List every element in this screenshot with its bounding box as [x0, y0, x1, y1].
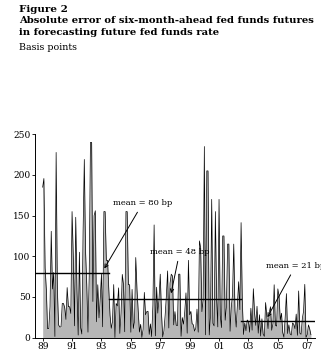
Text: in forecasting future fed funds rate: in forecasting future fed funds rate — [19, 28, 219, 37]
Text: mean = 21 bp: mean = 21 bp — [266, 262, 321, 316]
Text: mean = 80 bp: mean = 80 bp — [105, 199, 172, 268]
Text: Figure 2: Figure 2 — [19, 5, 68, 15]
Text: Absolute error of six-month-ahead fed funds futures: Absolute error of six-month-ahead fed fu… — [19, 16, 314, 25]
Text: mean = 48 bp: mean = 48 bp — [150, 248, 210, 292]
Text: Basis points: Basis points — [19, 43, 77, 52]
